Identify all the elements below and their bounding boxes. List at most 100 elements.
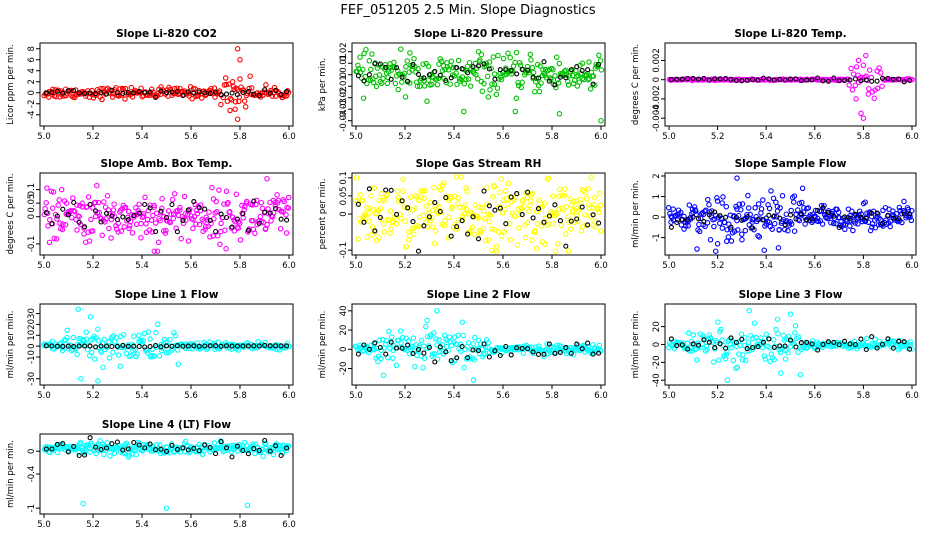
data-point xyxy=(751,320,758,326)
data-point xyxy=(174,347,181,353)
data-point xyxy=(359,197,366,204)
x-tick-label: 5.2 xyxy=(86,391,100,401)
reference-point xyxy=(426,214,432,220)
reference-point xyxy=(717,341,723,347)
data-point xyxy=(563,231,569,237)
data-point xyxy=(481,80,487,87)
data-point xyxy=(851,338,858,345)
data-point xyxy=(208,85,214,92)
reference-point xyxy=(191,90,197,96)
x-tick-label: 5.6 xyxy=(184,520,198,530)
plot-frame xyxy=(39,172,294,256)
data-point xyxy=(178,235,184,242)
data-point xyxy=(694,246,700,252)
reference-point xyxy=(65,212,71,218)
reference-point xyxy=(863,346,869,353)
data-point xyxy=(241,98,248,104)
reference-point xyxy=(541,351,547,357)
y-tick-label: 0.05 xyxy=(27,194,37,213)
reference-point xyxy=(443,77,449,84)
data-point xyxy=(147,92,153,99)
reference-point xyxy=(278,91,284,98)
data-point xyxy=(122,204,129,211)
data-point xyxy=(597,190,603,197)
data-point xyxy=(106,225,112,232)
y-tick-label: -4 xyxy=(27,111,37,119)
reference-point xyxy=(421,223,427,229)
data-point xyxy=(896,204,903,211)
data-point xyxy=(185,238,192,244)
data-point xyxy=(237,237,244,243)
data-point xyxy=(782,356,789,362)
reference-point xyxy=(131,213,137,219)
data-point xyxy=(770,195,777,202)
data-point xyxy=(376,72,383,78)
data-point xyxy=(118,228,125,234)
y-tick-label: 8 xyxy=(27,46,37,51)
reference-point xyxy=(71,344,77,350)
reference-point xyxy=(750,225,756,231)
reference-point xyxy=(723,214,729,220)
data-point xyxy=(734,364,741,370)
data-point xyxy=(49,86,56,93)
reference-point xyxy=(372,61,378,67)
data-point xyxy=(761,247,767,253)
data-point xyxy=(382,62,388,68)
x-tick-label: 5.2 xyxy=(711,132,725,142)
reference-point xyxy=(245,451,251,457)
data-point xyxy=(725,234,732,240)
reference-point xyxy=(804,217,810,223)
reference-point xyxy=(530,349,536,355)
data-point xyxy=(49,205,56,211)
data-point xyxy=(396,197,403,204)
data-point xyxy=(366,58,373,64)
reference-point xyxy=(907,77,913,83)
data-point xyxy=(866,86,872,92)
data-point xyxy=(492,226,498,233)
outlier-point xyxy=(95,378,101,384)
reference-point xyxy=(590,351,596,357)
data-point xyxy=(107,453,113,459)
reference-point xyxy=(43,210,49,216)
x-tick-label: 5.2 xyxy=(398,391,412,401)
data-point xyxy=(849,208,855,215)
data-point xyxy=(455,332,461,339)
data-point xyxy=(196,221,203,228)
reference-point xyxy=(196,448,202,454)
data-point xyxy=(519,79,525,86)
outlier-point xyxy=(264,175,270,182)
y-tick-label: 1 xyxy=(652,194,662,199)
reference-point xyxy=(541,59,547,65)
data-point xyxy=(530,69,537,76)
data-point xyxy=(485,339,492,346)
data-point xyxy=(667,210,673,217)
data-point xyxy=(235,225,242,231)
reference-point xyxy=(907,211,913,217)
reference-point xyxy=(415,346,422,352)
panel-6: Slope Sample Flow 5.0 5.2 5.4 5.6 5.8 6.0 -1 0 1 2… xyxy=(631,158,919,271)
reference-point xyxy=(366,72,372,78)
data-point xyxy=(121,224,127,230)
data-point xyxy=(758,206,765,212)
reference-point xyxy=(890,215,896,221)
reference-point xyxy=(410,62,416,68)
data-point xyxy=(355,62,361,69)
reference-point xyxy=(114,343,120,349)
data-point xyxy=(181,193,188,200)
data-point xyxy=(785,349,791,356)
data-point xyxy=(768,188,774,194)
data-point xyxy=(770,336,777,343)
data-point xyxy=(720,194,726,200)
data-point xyxy=(412,363,418,370)
data-point xyxy=(753,334,759,341)
data-point xyxy=(795,207,801,213)
data-point xyxy=(711,223,717,230)
reference-point xyxy=(874,345,880,351)
data-point xyxy=(728,238,735,244)
data-point xyxy=(719,225,726,231)
reference-point xyxy=(530,74,536,80)
reference-point xyxy=(163,215,170,221)
data-point xyxy=(63,200,70,206)
data-point xyxy=(413,341,419,348)
